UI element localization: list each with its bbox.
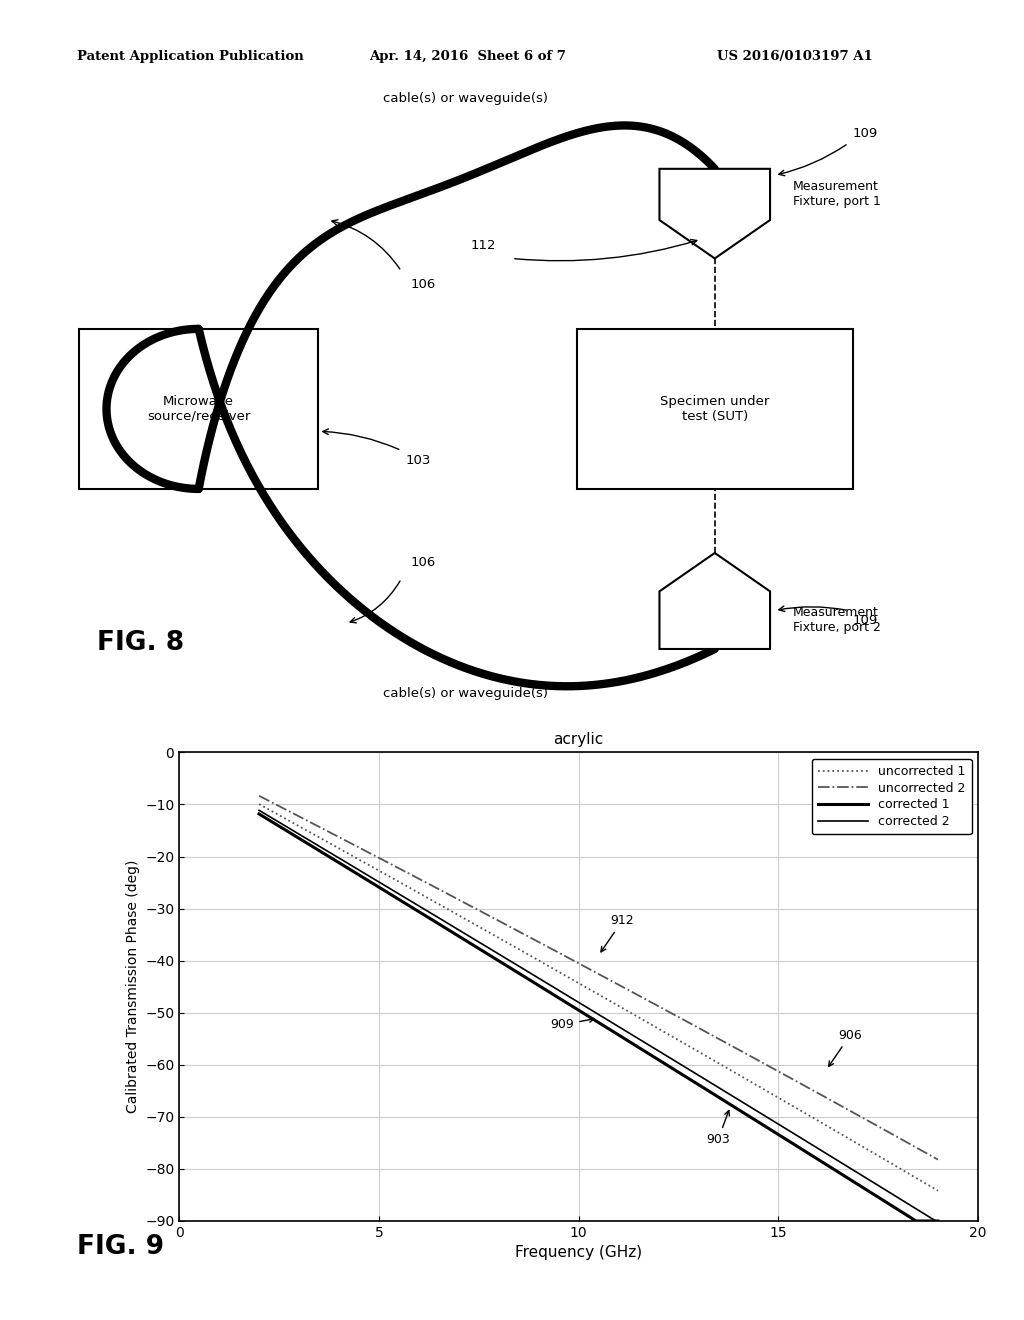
Text: FIG. 8: FIG. 8 — [97, 630, 184, 656]
Legend: uncorrected 1, uncorrected 2, corrected 1, corrected 2: uncorrected 1, uncorrected 2, corrected … — [812, 759, 972, 834]
uncorrected 2 — [474, 903, 486, 919]
uncorrected 2 — [522, 928, 535, 944]
Text: 109: 109 — [853, 614, 879, 627]
uncorrected 2 — [680, 1014, 692, 1030]
Text: FIG. 9: FIG. 9 — [77, 1234, 164, 1261]
Text: cable(s) or waveguide(s): cable(s) or waveguide(s) — [383, 92, 549, 104]
Title: acrylic: acrylic — [553, 733, 604, 747]
Text: Measurement
Fixture, port 2: Measurement Fixture, port 2 — [794, 606, 881, 634]
Text: 109: 109 — [853, 127, 879, 140]
uncorrected 1 — [680, 1036, 692, 1052]
Text: 906: 906 — [828, 1028, 862, 1067]
Polygon shape — [659, 169, 770, 259]
corrected 2 — [253, 803, 265, 818]
corrected 1 — [474, 941, 486, 957]
corrected 1 — [911, 1213, 924, 1229]
Text: 903: 903 — [707, 1110, 730, 1146]
uncorrected 2 — [932, 1151, 944, 1167]
Text: 909: 909 — [551, 1018, 594, 1031]
corrected 1 — [680, 1069, 692, 1085]
Bar — [79, 329, 318, 488]
Text: 112: 112 — [471, 239, 496, 252]
Text: 106: 106 — [411, 556, 436, 569]
Line: uncorrected 1: uncorrected 1 — [259, 804, 938, 1191]
corrected 2 — [932, 1213, 944, 1229]
uncorrected 1 — [522, 946, 535, 962]
Text: 912: 912 — [601, 915, 634, 952]
Text: Apr. 14, 2016  Sheet 6 of 7: Apr. 14, 2016 Sheet 6 of 7 — [369, 50, 565, 63]
uncorrected 1 — [253, 796, 265, 812]
corrected 1 — [746, 1110, 759, 1126]
corrected 2 — [930, 1213, 942, 1229]
corrected 2 — [335, 851, 347, 867]
uncorrected 2 — [746, 1049, 759, 1065]
corrected 2 — [474, 935, 486, 950]
corrected 1 — [253, 807, 265, 822]
Text: Measurement
Fixture, port 1: Measurement Fixture, port 1 — [794, 181, 881, 209]
corrected 1 — [335, 855, 347, 871]
uncorrected 2 — [743, 1048, 756, 1064]
corrected 2 — [522, 964, 535, 979]
uncorrected 1 — [474, 920, 486, 936]
corrected 1 — [743, 1109, 756, 1125]
Y-axis label: Calibrated Transmission Phase (deg): Calibrated Transmission Phase (deg) — [126, 861, 139, 1113]
Text: 103: 103 — [406, 454, 431, 467]
Text: cable(s) or waveguide(s): cable(s) or waveguide(s) — [383, 688, 549, 701]
Text: 106: 106 — [411, 277, 436, 290]
uncorrected 2 — [335, 830, 347, 846]
corrected 2 — [680, 1060, 692, 1076]
uncorrected 1 — [932, 1183, 944, 1199]
Text: Specimen under
test (SUT): Specimen under test (SUT) — [660, 395, 769, 422]
Text: Patent Application Publication: Patent Application Publication — [77, 50, 303, 63]
corrected 2 — [743, 1098, 756, 1114]
uncorrected 1 — [743, 1073, 756, 1089]
Text: Microwave
source/receiver: Microwave source/receiver — [147, 395, 250, 422]
Text: US 2016/0103197 A1: US 2016/0103197 A1 — [717, 50, 872, 63]
Line: uncorrected 2: uncorrected 2 — [259, 796, 938, 1159]
corrected 1 — [522, 972, 535, 987]
Line: corrected 1: corrected 1 — [259, 814, 938, 1221]
Bar — [577, 329, 853, 488]
uncorrected 1 — [746, 1074, 759, 1090]
uncorrected 2 — [253, 788, 265, 804]
corrected 2 — [746, 1101, 759, 1117]
uncorrected 1 — [335, 841, 347, 857]
corrected 1 — [932, 1213, 944, 1229]
X-axis label: Frequency (GHz): Frequency (GHz) — [515, 1245, 642, 1261]
Line: corrected 2: corrected 2 — [259, 810, 938, 1221]
Polygon shape — [659, 553, 770, 649]
